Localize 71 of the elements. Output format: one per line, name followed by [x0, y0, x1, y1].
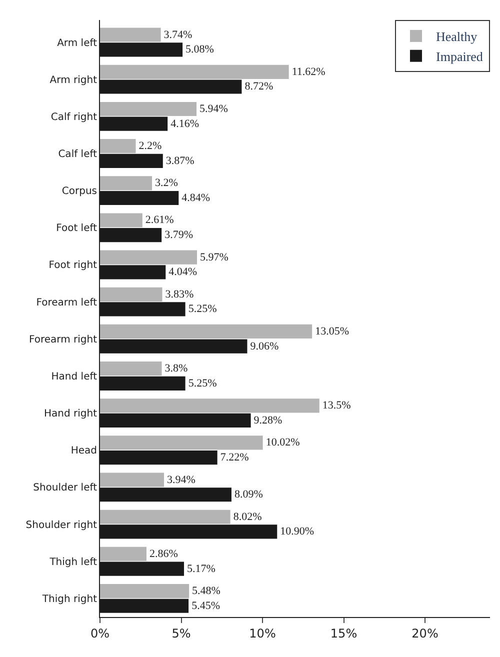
bar: [100, 324, 312, 339]
bar: [100, 287, 162, 302]
data-label: 5.17%: [187, 562, 216, 575]
x-tick-label: 0%: [90, 626, 110, 640]
data-label: 7.22%: [220, 452, 249, 464]
bar: [100, 213, 142, 228]
bar: [100, 546, 146, 562]
data-label: 9.06%: [250, 340, 279, 352]
data-label: 3.94%: [167, 474, 196, 486]
data-label: 2.2%: [138, 140, 162, 152]
x-tick-label: 20%: [412, 626, 438, 640]
data-label: 5.08%: [186, 44, 214, 56]
data-label: 3.2%: [155, 177, 178, 190]
y-tick-label: Foot right: [48, 260, 98, 272]
bar: [100, 398, 320, 413]
data-label: 3.83%: [165, 288, 194, 300]
x-tick-label: 10%: [249, 626, 276, 640]
y-tick-label: Forearm left: [36, 297, 98, 308]
legend-label: Impaired: [436, 48, 484, 64]
y-tick-label: Thigh left: [48, 556, 98, 568]
data-label: 2.86%: [149, 548, 178, 560]
data-label: 3.74%: [164, 28, 192, 41]
data-label: 4.16%: [170, 118, 200, 130]
data-label: 8.72%: [244, 80, 274, 93]
data-label: 13.5%: [322, 400, 351, 412]
data-label: 3.87%: [166, 154, 194, 167]
data-label: 5.45%: [192, 600, 220, 612]
bar: [100, 28, 161, 42]
x-tick-label: 15%: [330, 626, 358, 640]
data-label: 4.04%: [168, 266, 198, 278]
bar: [100, 139, 136, 154]
data-label: 8.09%: [234, 488, 263, 501]
data-label: 9.28%: [254, 414, 282, 426]
data-label: 5.25%: [188, 303, 217, 316]
bar: [100, 176, 152, 190]
bar: [100, 250, 198, 264]
legend-label: Healthy: [436, 29, 478, 44]
data-label: 11.62%: [292, 66, 326, 78]
bar: [100, 362, 162, 376]
y-tick-label: Foot left: [56, 223, 98, 234]
data-label: 5.48%: [192, 585, 220, 598]
y-tick-label: Hand right: [44, 408, 98, 420]
data-label: 10.90%: [280, 526, 314, 538]
data-label: 5.94%: [200, 102, 228, 115]
y-tick-label: Thigh right: [41, 594, 98, 605]
data-label: 8.02%: [233, 510, 262, 523]
y-tick-label: Shoulder left: [33, 482, 98, 494]
bar: [100, 510, 230, 524]
y-tick-label: Calf left: [58, 148, 98, 160]
x-tick-label: 5%: [172, 626, 191, 640]
data-label: 2.61%: [145, 214, 174, 226]
bar: [100, 102, 197, 116]
bar: [100, 64, 289, 79]
bar: [100, 584, 190, 598]
y-tick-label: Head: [70, 446, 97, 457]
y-tick-label: Corpus: [62, 186, 97, 198]
y-tick-label: Hand left: [51, 371, 98, 382]
bar: [100, 436, 263, 450]
data-label: 3.8%: [164, 362, 188, 375]
y-tick-label: Arm right: [50, 74, 98, 86]
data-label: 5.97%: [200, 251, 228, 264]
y-tick-label: Forearm right: [28, 334, 98, 346]
data-label: 4.84%: [182, 192, 210, 204]
data-label: 13.05%: [315, 325, 349, 338]
data-label: 3.79%: [164, 229, 194, 242]
data-label: 10.02%: [266, 436, 300, 449]
y-tick-label: Calf right: [50, 112, 98, 123]
bar: [100, 472, 164, 487]
data-label: 5.25%: [188, 377, 217, 390]
y-tick-label: Shoulder right: [26, 520, 98, 531]
y-tick-label: Arm left: [57, 38, 98, 49]
